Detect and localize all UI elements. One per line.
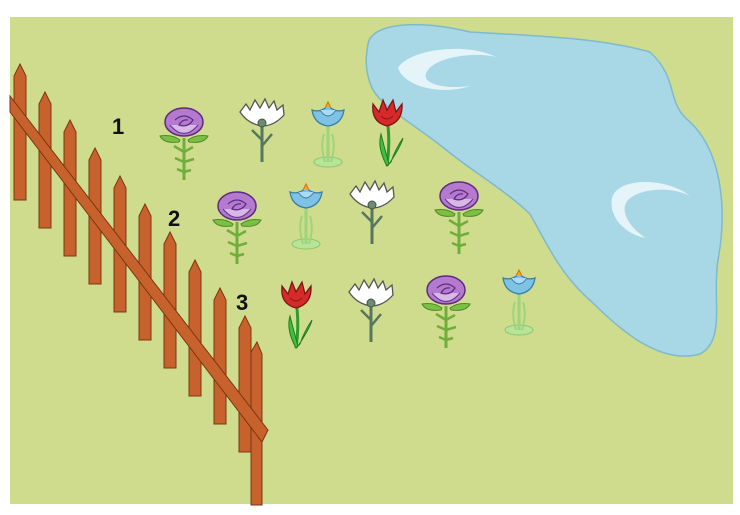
- fence: [9, 62, 269, 506]
- row-2-label: 2: [168, 206, 180, 231]
- row-1-label: 1: [112, 114, 124, 139]
- row-3-label: 3: [236, 290, 248, 315]
- pond: [365, 23, 723, 357]
